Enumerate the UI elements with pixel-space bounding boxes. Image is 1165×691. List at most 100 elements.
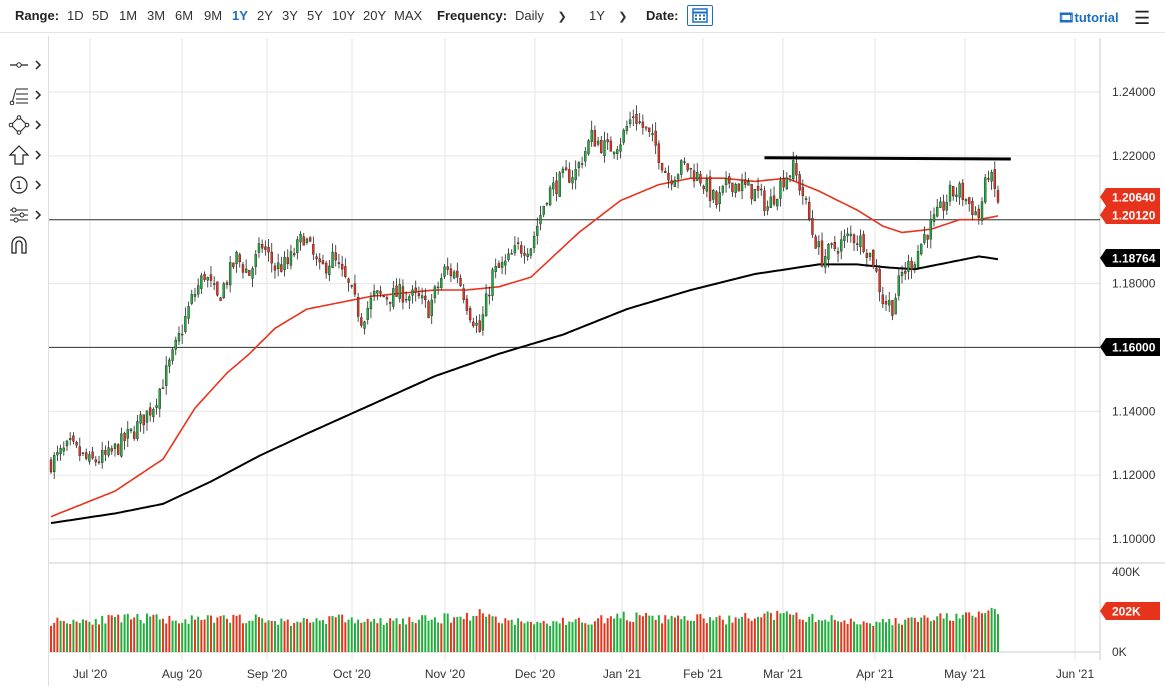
candle-down	[961, 182, 964, 200]
x-tick-label: Feb '21	[683, 667, 723, 681]
candle-down	[110, 448, 113, 452]
candle-up	[513, 245, 517, 254]
volume-bar	[123, 614, 126, 652]
price-tag: 1.20640	[1100, 188, 1160, 206]
volume-bar	[459, 616, 462, 652]
x-tick-label: Sep '20	[247, 667, 288, 681]
volume-bar	[587, 624, 590, 652]
volume-bar	[894, 617, 897, 652]
resistance-line[interactable]	[764, 156, 1011, 161]
candle-down	[814, 236, 817, 249]
y-tick-label: 1.18000	[1112, 277, 1156, 291]
arrow-tool-icon[interactable]	[6, 145, 46, 167]
candle-down	[91, 451, 94, 459]
line-tool-icon[interactable]	[6, 55, 46, 77]
volume-bar	[373, 618, 376, 652]
range-6m-button[interactable]: 6M	[175, 8, 194, 23]
range-1y-button[interactable]: 1Y	[232, 8, 248, 23]
range-10y-button[interactable]: 10Y	[332, 8, 356, 23]
period-select[interactable]: 1Y ❯	[589, 8, 628, 23]
volume-bar	[542, 620, 545, 652]
candle-up	[193, 293, 197, 297]
candle-down	[952, 186, 955, 197]
candle-down	[395, 285, 398, 297]
candle-up	[939, 201, 942, 208]
volume-bar	[955, 613, 958, 652]
volume-bar	[165, 623, 168, 652]
candle-down	[635, 113, 638, 124]
candle-down	[808, 201, 811, 220]
candle-down	[737, 183, 741, 192]
candle-up	[200, 275, 203, 289]
volume-bar	[145, 613, 148, 652]
price-tag-bg	[1100, 338, 1160, 356]
candle-down	[795, 163, 798, 176]
volume-bar	[488, 614, 491, 652]
volume-bar	[69, 624, 72, 652]
volume-bar	[993, 609, 996, 652]
range-2y-button[interactable]: 2Y	[257, 8, 273, 23]
candle-down	[219, 297, 222, 301]
candle-up	[974, 211, 977, 216]
price-axis: 1.240001.220001.200001.180001.160001.140…	[1112, 85, 1156, 546]
volume-bar	[417, 619, 420, 652]
candle-down	[875, 267, 878, 272]
volume-bar	[286, 619, 289, 652]
volume-bar	[581, 622, 584, 652]
range-5d-button[interactable]: 5D	[92, 8, 109, 23]
candle-down	[772, 195, 776, 205]
range-20y-button[interactable]: 20Y	[363, 8, 387, 23]
candle-up	[616, 149, 619, 154]
volume-bar	[152, 614, 155, 652]
candle-down	[446, 266, 449, 270]
candle-up	[299, 233, 302, 243]
volume-bar	[408, 617, 411, 652]
range-1m-button[interactable]: 1M	[119, 8, 138, 23]
candle-up	[897, 275, 901, 296]
volume-bar	[725, 624, 728, 652]
volume-bar	[590, 624, 593, 652]
candle-down	[280, 264, 283, 272]
range-5y-button[interactable]: 5Y	[307, 8, 323, 23]
candle-up	[436, 286, 440, 289]
candle-up	[734, 183, 737, 193]
hamburger-menu-icon[interactable]: ☰	[1134, 8, 1151, 28]
annotation-tool-icon[interactable]: 1	[6, 175, 46, 197]
magnet-icon[interactable]	[6, 235, 46, 257]
candle-down	[654, 130, 657, 146]
candle-up	[376, 290, 379, 294]
range-max-button[interactable]: MAX	[394, 8, 423, 23]
svg-text:1: 1	[16, 179, 23, 192]
volume-bar	[133, 617, 136, 652]
range-9m-button[interactable]: 9M	[204, 8, 223, 23]
range-3y-button[interactable]: 3Y	[282, 8, 298, 23]
volume-bar	[59, 620, 62, 652]
candle-down	[292, 253, 296, 256]
shapes-tool-icon[interactable]	[6, 115, 46, 137]
candle-up	[411, 289, 414, 296]
moving-averages	[50, 177, 999, 524]
volume-bar	[881, 618, 884, 652]
range-label: Range:	[15, 8, 60, 23]
volume-bar	[888, 618, 891, 652]
settings-tool-icon[interactable]	[6, 205, 46, 227]
candle-up	[257, 243, 261, 253]
frequency-select[interactable]: Daily ❯	[515, 8, 567, 23]
range-1d-button[interactable]: 1D	[67, 8, 84, 23]
volume-bar	[686, 620, 689, 652]
tutorial-link[interactable]: 🎞tutorial	[1058, 10, 1119, 26]
range-3m-button[interactable]: 3M	[147, 8, 166, 23]
candle-up	[126, 429, 129, 439]
volume-bar	[449, 622, 452, 652]
candle-down	[78, 446, 81, 456]
volume-bar	[821, 620, 824, 652]
candle-up	[222, 283, 225, 299]
volume-bar	[497, 622, 500, 652]
candle-down	[872, 249, 875, 267]
fib-tool-icon[interactable]	[6, 85, 46, 107]
candle-up	[69, 438, 72, 440]
calendar-icon[interactable]	[687, 5, 713, 26]
candle-up	[932, 214, 936, 222]
volume-bar	[225, 618, 228, 652]
